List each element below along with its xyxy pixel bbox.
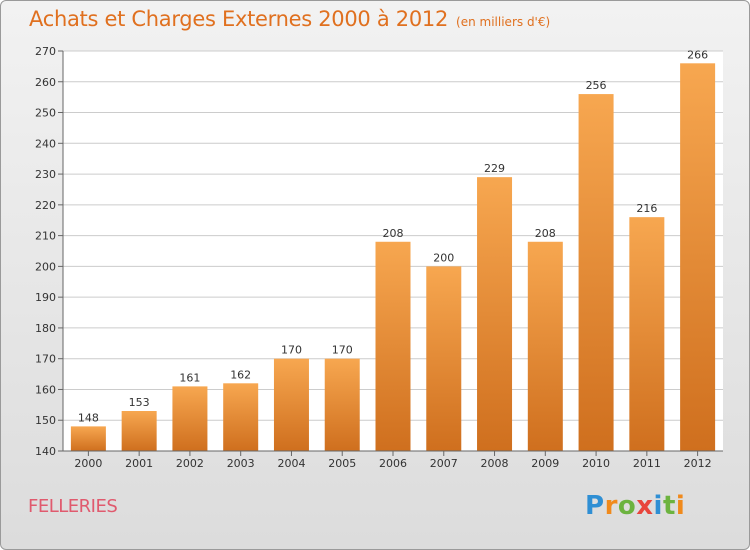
bars: 148 153 161 162 170 170 208 200 229 208 256 216 266 <box>70 48 716 452</box>
y-tick-label: 170 <box>35 353 56 366</box>
x-tick-label: 2012 <box>684 457 712 470</box>
bar <box>680 63 716 452</box>
chart-subtitle: (en milliers d'€) <box>456 15 551 29</box>
bar <box>477 177 513 451</box>
data-label: 208 <box>383 227 404 240</box>
y-tick-label: 270 <box>35 45 56 58</box>
data-label: 208 <box>535 227 556 240</box>
chart-title-text: Achats et Charges Externes 2000 à 2012 <box>29 7 449 31</box>
x-tick-label: 2005 <box>328 457 356 470</box>
data-label: 256 <box>586 79 607 92</box>
data-label: 170 <box>281 344 302 357</box>
proxiti-logo: Proxiti <box>585 491 685 521</box>
y-tick-label: 180 <box>35 322 56 335</box>
commune-name: FELLERIES <box>28 496 118 517</box>
y-tick-label: 240 <box>35 137 56 150</box>
bar <box>629 217 665 451</box>
y-tick-label: 190 <box>35 291 56 304</box>
bar <box>223 383 259 451</box>
bar <box>527 241 563 451</box>
data-label: 200 <box>433 251 454 264</box>
logo-letter: P <box>585 491 605 521</box>
logo-letter: t <box>662 491 676 521</box>
x-tick-label: 2009 <box>531 457 559 470</box>
bar <box>273 358 309 451</box>
bar <box>578 94 614 452</box>
bar <box>172 386 208 451</box>
logo-letter: i <box>675 491 686 521</box>
y-tick-label: 220 <box>35 199 56 212</box>
x-tick-label: 2008 <box>481 457 509 470</box>
logo-letter: x <box>636 491 654 521</box>
y-tick-label: 200 <box>35 260 56 273</box>
data-label: 162 <box>230 368 251 381</box>
y-tick-label: 230 <box>35 168 56 181</box>
data-label: 170 <box>332 344 353 357</box>
bar <box>121 411 157 451</box>
logo-letter: i <box>653 491 663 521</box>
x-tick-label: 2000 <box>74 457 102 470</box>
bar <box>375 241 411 451</box>
logo-letter: r <box>604 491 618 521</box>
data-label: 216 <box>636 202 657 215</box>
bar <box>324 358 360 451</box>
x-tick-label: 2007 <box>430 457 458 470</box>
x-tick-label: 2003 <box>227 457 255 470</box>
data-label: 148 <box>78 411 99 424</box>
data-label: 229 <box>484 162 505 175</box>
y-tick-label: 250 <box>35 107 56 120</box>
logo-letter: o <box>617 491 637 521</box>
x-tick-label: 2010 <box>582 457 610 470</box>
data-label: 161 <box>179 371 200 384</box>
chart-title: Achats et Charges Externes 2000 à 2012 (e… <box>29 7 550 31</box>
y-tick-label: 260 <box>35 76 56 89</box>
y-tick-label: 140 <box>35 445 56 458</box>
y-tick-label: 150 <box>35 414 56 427</box>
x-tick-label: 2006 <box>379 457 407 470</box>
x-tick-label: 2002 <box>176 457 204 470</box>
axes: 140 150 160 170 180 190 200 210 220 230 240 250 260 2… <box>35 45 723 470</box>
y-tick-label: 160 <box>35 383 56 396</box>
bar <box>426 266 462 451</box>
x-tick-label: 2004 <box>277 457 305 470</box>
data-label: 153 <box>129 396 150 409</box>
x-tick-label: 2001 <box>125 457 153 470</box>
y-tick-label: 210 <box>35 230 56 243</box>
x-tick-label: 2011 <box>633 457 661 470</box>
bar <box>70 426 106 451</box>
data-label: 266 <box>687 48 708 61</box>
